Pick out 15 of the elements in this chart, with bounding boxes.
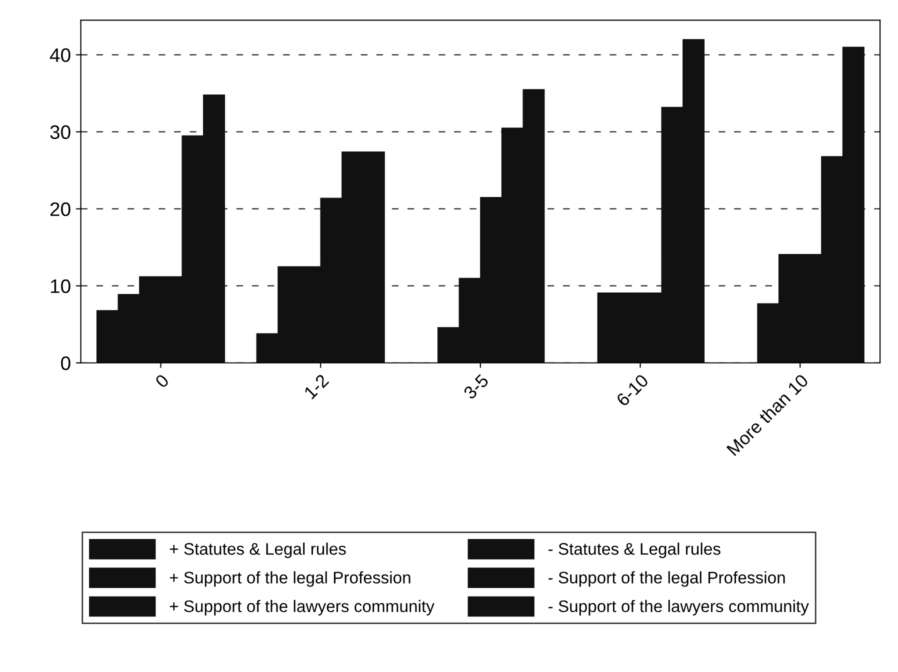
- legend-label: - Support of the legal Profession: [548, 571, 785, 587]
- legend-label: - Support of the lawyers community: [548, 600, 809, 616]
- x-tick-label: 3-5: [462, 373, 490, 400]
- x-tick-label: 0: [154, 373, 170, 389]
- x-tick-label: 6-10: [616, 373, 650, 407]
- legend-label: - Statutes & Legal rules: [548, 542, 720, 558]
- y-tick-label: 0: [61, 356, 70, 370]
- legend-label: + Statutes & Legal rules: [170, 542, 346, 558]
- y-tick-label: 10: [50, 279, 70, 294]
- legend-label: + Support of the legal Profession: [170, 571, 410, 587]
- y-tick-label: 40: [50, 48, 70, 62]
- y-tick-label: 30: [50, 125, 70, 140]
- y-tick-label: 20: [50, 202, 70, 216]
- x-tick-label: 1-2: [303, 374, 330, 400]
- legend-label: + Support of the lawyers community: [170, 600, 434, 616]
